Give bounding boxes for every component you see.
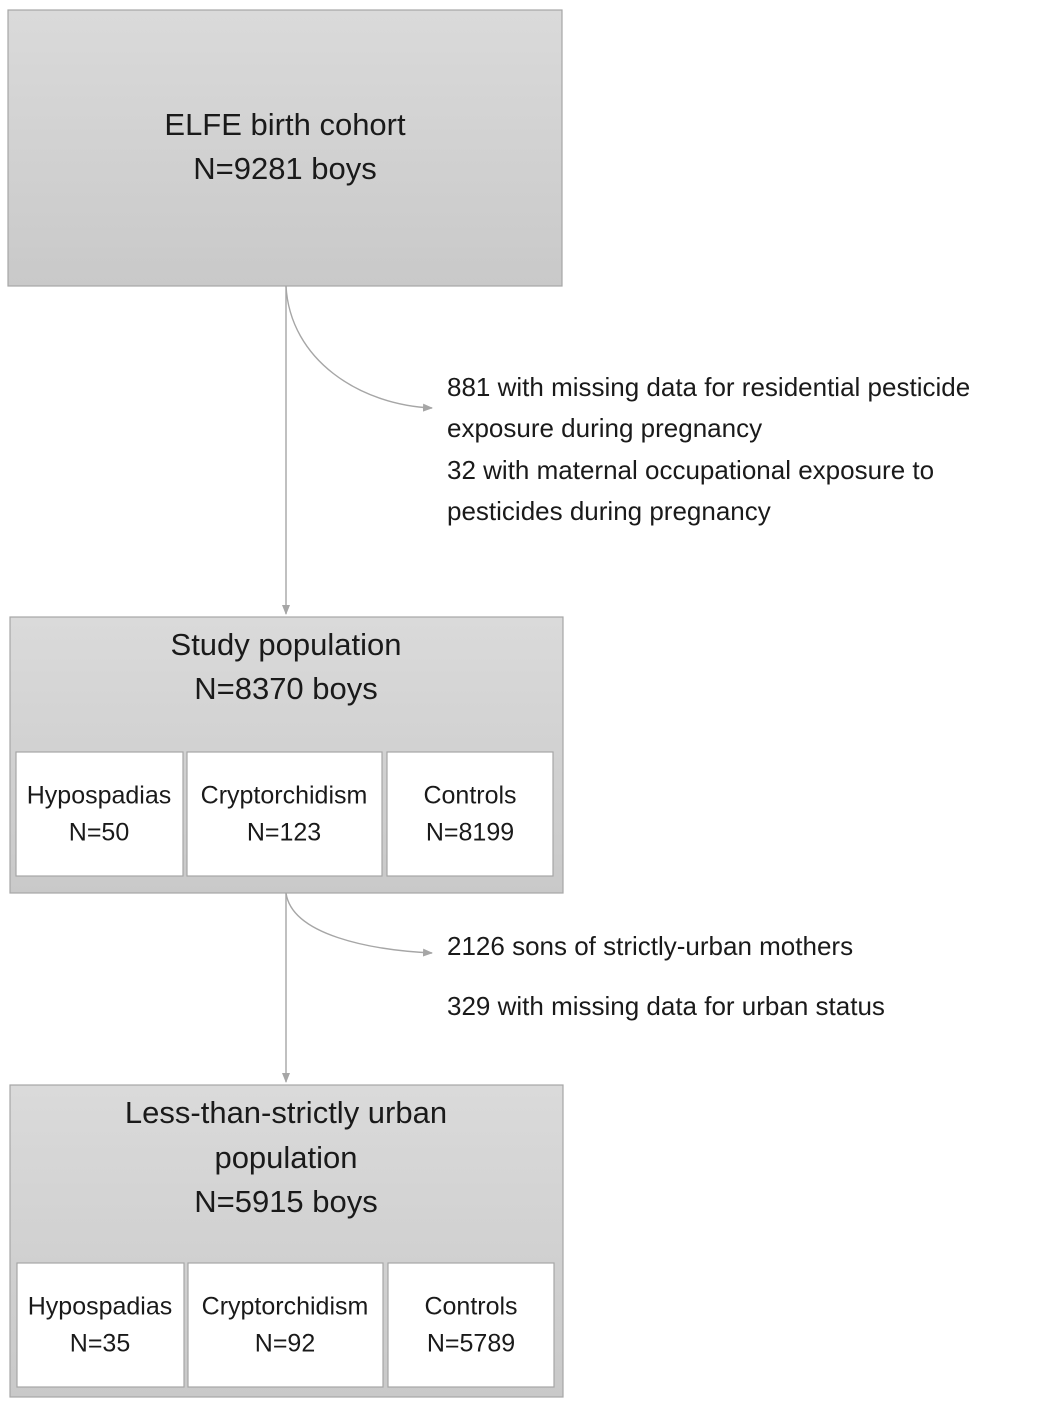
exclusion-text: 32 with maternal occupational exposure t…: [447, 455, 934, 485]
exclusion-text: exposure during pregnancy: [447, 413, 762, 443]
box-count: N=9281 boys: [193, 151, 377, 186]
group-cell: [386, 751, 554, 877]
group-label: Controls: [423, 782, 516, 810]
group-cell: [16, 1262, 185, 1388]
exclusion-text: pesticides during pregnancy: [447, 496, 771, 526]
group-cell: [15, 751, 184, 877]
group-count: N=123: [247, 819, 321, 847]
exclusion-text: 329 with missing data for urban status: [447, 991, 885, 1021]
group-label: Hypospadias: [27, 782, 172, 810]
exclusion-arrow: [285, 892, 433, 957]
group-label: Cryptorchidism: [202, 1293, 369, 1321]
box-title: population: [214, 1140, 357, 1175]
box-count: N=8370 boys: [194, 671, 378, 706]
group-cell: [387, 1262, 555, 1388]
group-label: Controls: [424, 1293, 517, 1321]
group-count: N=92: [255, 1330, 315, 1358]
group-count: N=5789: [427, 1330, 515, 1358]
box-title: ELFE birth cohort: [164, 107, 406, 142]
box-title: Less-than-strictly urban: [125, 1095, 447, 1130]
cohort-box: [7, 9, 563, 287]
group-count: N=50: [69, 819, 129, 847]
box-count: N=5915 boys: [194, 1184, 378, 1219]
group-cell: [186, 751, 383, 877]
exclusion-text: 881 with missing data for residential pe…: [447, 372, 970, 402]
group-count: N=35: [70, 1330, 130, 1358]
exclusion-text: 2126 sons of strictly-urban mothers: [447, 931, 853, 961]
group-cell: [187, 1262, 384, 1388]
group-label: Hypospadias: [28, 1293, 173, 1321]
group-count: N=8199: [426, 819, 514, 847]
group-label: Cryptorchidism: [201, 782, 368, 810]
exclusion-arrow: [285, 285, 433, 412]
box-title: Study population: [171, 627, 402, 662]
